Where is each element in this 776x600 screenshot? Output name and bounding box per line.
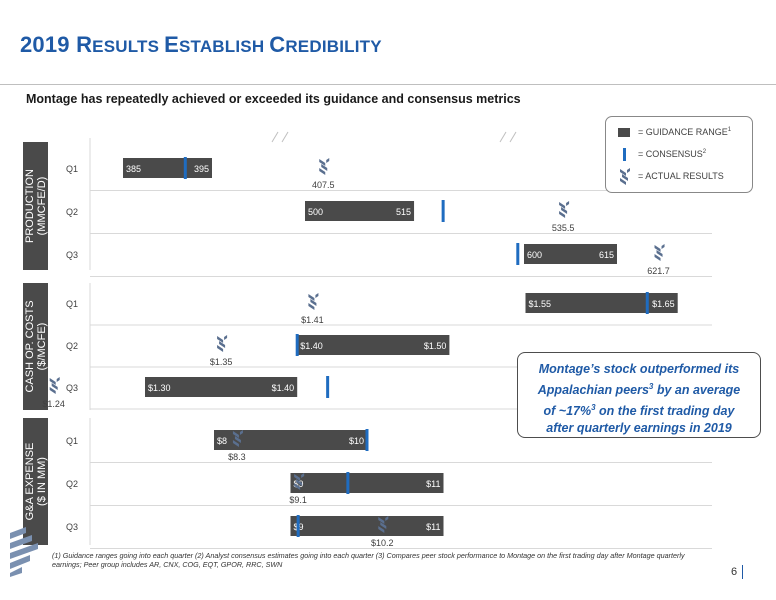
range-low-label: $1.55 — [529, 299, 552, 309]
consensus-marker — [346, 472, 350, 494]
axis-break-mark — [509, 131, 517, 143]
guidance-range-bar — [525, 293, 678, 313]
range-high-label: $11 — [426, 479, 440, 489]
actual-value-label: $1.24 — [42, 399, 65, 409]
section-label-line2: (MMCFE/D) — [36, 177, 48, 236]
actual-value-label: $10.2 — [371, 538, 394, 548]
guidance-range-bar — [123, 158, 212, 178]
actual-result-icon — [559, 201, 570, 218]
quarter-label: Q2 — [66, 479, 78, 489]
stock-performance-callout: Montage’s stock outperformed its Appalac… — [517, 352, 761, 438]
consensus-marker — [365, 429, 369, 451]
actual-value-label: $1.35 — [210, 357, 233, 367]
range-low-label: 600 — [527, 250, 542, 260]
page-subtitle: Montage has repeatedly achieved or excee… — [26, 92, 521, 106]
actual-value-label: $1.41 — [301, 315, 324, 325]
range-low-label: 500 — [308, 207, 323, 217]
guidance-range-bar — [290, 516, 444, 536]
consensus-marker — [183, 157, 187, 179]
actual-result-icon — [308, 293, 319, 310]
actual-result-icon — [378, 516, 389, 533]
page-number: 6 — [731, 566, 738, 578]
quarter-label: Q1 — [66, 436, 78, 446]
axis-break-mark — [271, 131, 279, 143]
consensus-marker — [516, 243, 520, 265]
actual-value-label: $9.1 — [289, 495, 307, 505]
actual-result-icon — [319, 158, 330, 175]
page-title: 2019 RESULTS ESTABLISH CREDIBILITY — [20, 32, 382, 57]
guidance-range-bar — [290, 473, 444, 493]
actual-result-icon — [654, 244, 665, 261]
range-high-label: 615 — [599, 250, 614, 260]
consensus-marker — [441, 200, 445, 222]
axis-break-mark — [281, 131, 289, 143]
range-high-label: 395 — [194, 164, 209, 174]
consensus-marker — [296, 515, 300, 537]
guidance-range-bar — [145, 377, 298, 397]
actual-value-label: 407.5 — [312, 180, 335, 190]
actual-result-icon — [217, 335, 228, 352]
range-high-label: $1.40 — [272, 383, 295, 393]
footnote: (1) Guidance ranges going into each quar… — [52, 551, 685, 569]
title-divider — [0, 84, 776, 85]
range-low-label: $1.40 — [300, 341, 323, 351]
section-label-bg — [23, 283, 48, 410]
actual-result-icon — [49, 377, 60, 394]
section-label-line2: ($/MCFE) — [36, 323, 48, 371]
guidance-range-bar — [214, 430, 367, 450]
guidance-range-bar — [305, 201, 415, 221]
legend-actual-icon — [620, 168, 630, 185]
section-label-line1: G&A EXPENSE — [24, 443, 36, 521]
quarter-label: Q1 — [66, 299, 78, 309]
chart-legend: = GUIDANCE RANGE1 = CONSENSUS2 = ACTUAL … — [605, 116, 753, 193]
quarter-label: Q3 — [66, 522, 78, 532]
range-high-label: $1.65 — [652, 299, 675, 309]
section-label-line1: CASH OP. COSTS — [24, 300, 36, 392]
actual-result-icon — [294, 473, 305, 490]
range-low-label: $8 — [217, 436, 227, 446]
section-label: PRODUCTION (MMCFE/D) — [24, 169, 48, 243]
consensus-marker — [295, 334, 299, 356]
range-low-label: 385 — [126, 164, 141, 174]
legend-swatch-consensus — [623, 148, 626, 161]
range-high-label: $11 — [426, 522, 440, 532]
quarter-label: Q3 — [66, 383, 78, 393]
actual-result-icon — [232, 430, 243, 447]
quarter-label: Q1 — [66, 164, 78, 174]
section-label: CASH OP. COSTS ($/MCFE) — [24, 300, 48, 392]
quarter-label: Q3 — [66, 250, 78, 260]
consensus-marker — [645, 292, 649, 314]
axis-break-mark — [499, 131, 507, 143]
actual-value-label: 621.7 — [647, 266, 670, 276]
company-logo-icon — [10, 527, 38, 577]
section-label-line2: ($ IN MM) — [36, 457, 48, 506]
section-label-bg — [23, 142, 48, 270]
page-number-accent — [742, 565, 743, 579]
range-high-label: $10 — [349, 436, 364, 446]
section-label-line1: PRODUCTION — [24, 169, 36, 243]
actual-value-label: 535.5 — [552, 223, 575, 233]
range-high-label: $1.50 — [424, 341, 447, 351]
guidance-range-bar — [524, 244, 617, 264]
consensus-marker — [326, 376, 330, 398]
quarter-label: Q2 — [66, 207, 78, 217]
actual-value-label: $8.3 — [228, 452, 246, 462]
legend-swatch-range — [618, 128, 630, 137]
range-high-label: 515 — [396, 207, 411, 217]
section-label: G&A EXPENSE ($ IN MM) — [24, 443, 48, 521]
range-low-label: $1.30 — [148, 383, 171, 393]
range-low-label: $9 — [294, 479, 304, 489]
quarter-label: Q2 — [66, 341, 78, 351]
guidance-range-bar — [297, 335, 450, 355]
section-label-bg — [23, 418, 48, 545]
